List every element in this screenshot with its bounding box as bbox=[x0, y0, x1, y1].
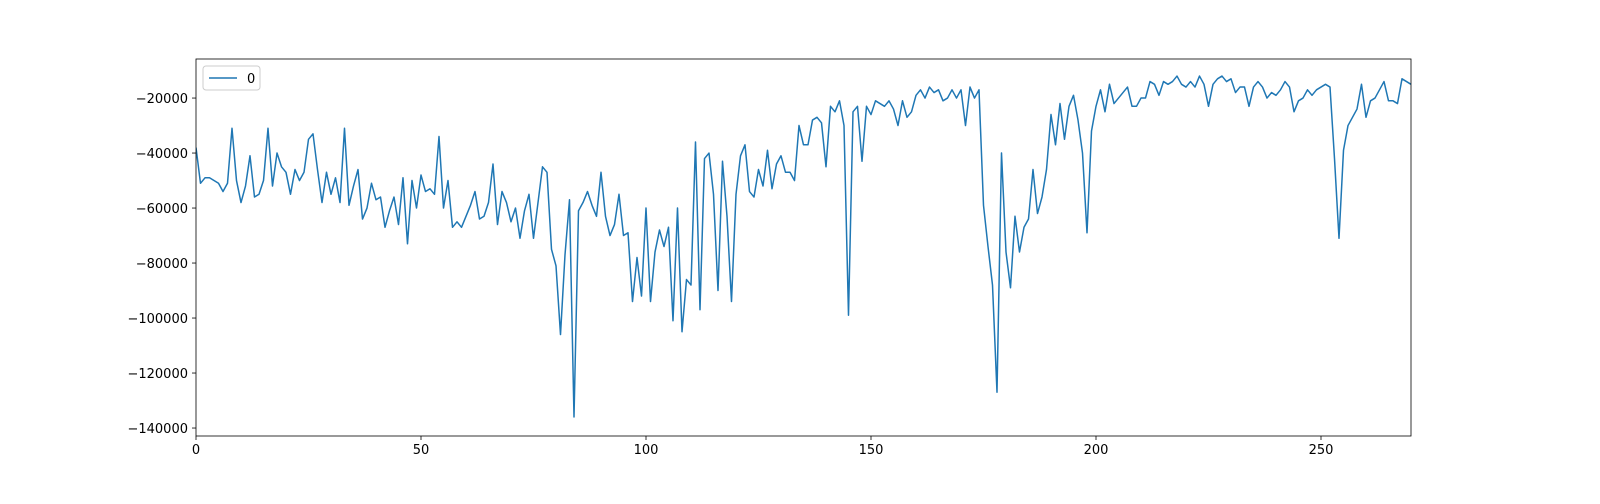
x-tick-label: 50 bbox=[413, 443, 430, 458]
y-tick-label: −80000 bbox=[136, 257, 188, 272]
legend-label: 0 bbox=[247, 72, 255, 87]
y-tick-label: −60000 bbox=[136, 202, 188, 217]
plot-frame bbox=[195, 58, 1412, 437]
data-line bbox=[196, 75, 1411, 418]
y-tick-label: −40000 bbox=[136, 147, 188, 162]
x-tick-label: 200 bbox=[1084, 443, 1109, 458]
x-tick-label: 250 bbox=[1309, 443, 1334, 458]
y-tick-label: −120000 bbox=[127, 367, 188, 382]
x-tick-label: 0 bbox=[192, 443, 200, 458]
x-tick-label: 150 bbox=[859, 443, 884, 458]
y-tick-label: −140000 bbox=[127, 422, 188, 437]
y-tick-label: −100000 bbox=[127, 312, 188, 327]
x-tick-label: 100 bbox=[634, 443, 659, 458]
y-tick-label: −20000 bbox=[136, 92, 188, 107]
